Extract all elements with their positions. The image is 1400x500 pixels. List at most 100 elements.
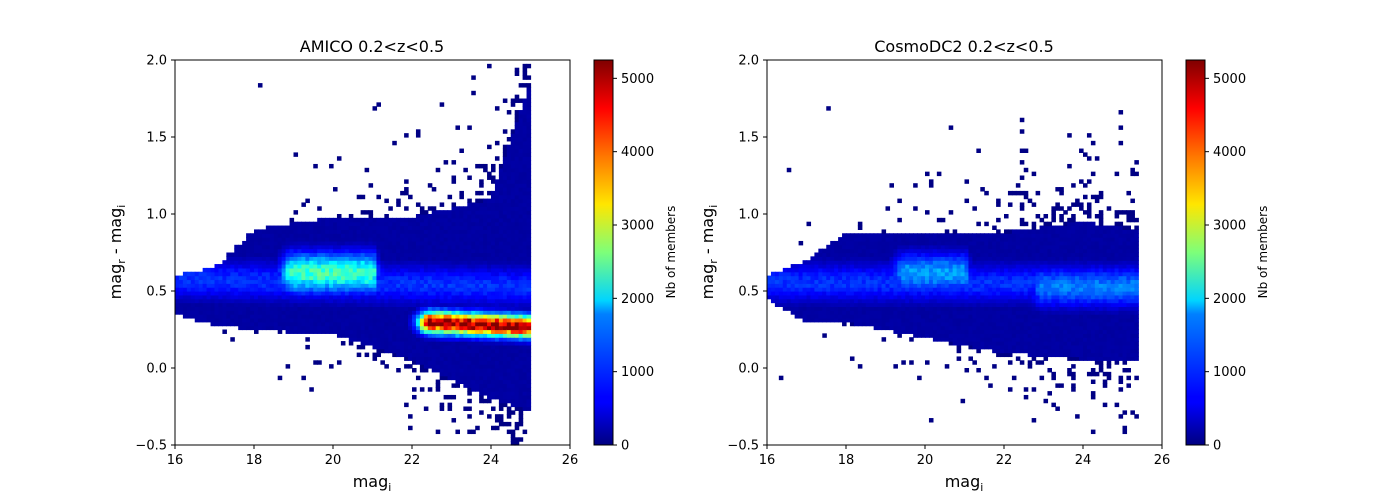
- heatmap-cell: [293, 321, 299, 327]
- heatmap-cell: [514, 356, 520, 361]
- heatmap-cell: [522, 279, 528, 284]
- heatmap-cell: [514, 94, 520, 100]
- heatmap-cell: [928, 298, 934, 304]
- heatmap-cell: [518, 148, 524, 153]
- heatmap-cell: [1004, 256, 1009, 261]
- heatmap-cell: [261, 314, 267, 319]
- heatmap-cell: [502, 394, 508, 400]
- heatmap-cell: [522, 148, 528, 153]
- heatmap-cell: [1004, 333, 1009, 338]
- heatmap-cell: [940, 248, 946, 254]
- heatmap-cell: [944, 302, 950, 307]
- heatmap-cell: [494, 244, 500, 250]
- heatmap-cell: [921, 237, 926, 242]
- heatmap-cell: [459, 364, 464, 369]
- heatmap-cell: [948, 314, 954, 319]
- heatmap-cell: [498, 310, 504, 315]
- heatmap-cell: [246, 291, 251, 296]
- heatmap-cell: [932, 275, 938, 281]
- heatmap-cell: [321, 329, 326, 334]
- heatmap-cell: [368, 337, 374, 342]
- heatmap-cell: [917, 291, 922, 296]
- heatmap-cell: [491, 217, 496, 223]
- heatmap-cell: [467, 260, 472, 265]
- heatmap-cell: [356, 229, 362, 234]
- heatmap-cell: [309, 248, 314, 254]
- heatmap-cell: [222, 260, 227, 265]
- heatmap-cell: [352, 248, 358, 254]
- heatmap-cell: [491, 229, 496, 234]
- heatmap-cell: [510, 214, 516, 219]
- heatmap-cell: [455, 375, 460, 381]
- heatmap-cell: [186, 283, 192, 288]
- heatmap-cell: [522, 237, 528, 242]
- heatmap-cell: [471, 317, 476, 323]
- heatmap-cell: [976, 348, 981, 354]
- heatmap-cell: [321, 229, 326, 234]
- heatmap-cell: [881, 314, 887, 319]
- heatmap-cell: [467, 302, 472, 307]
- heatmap-cell: [1004, 344, 1009, 350]
- heatmap-cell: [1007, 329, 1013, 334]
- heatmap-cell: [447, 194, 453, 200]
- heatmap-cell: [491, 267, 496, 273]
- heatmap-cell: [932, 329, 938, 334]
- heatmap-cell: [297, 248, 302, 254]
- heatmap-cell: [928, 256, 934, 261]
- y-axis: −0.50.00.51.01.52.0: [135, 54, 175, 454]
- heatmap-cell: [901, 283, 906, 288]
- heatmap-cell: [514, 387, 520, 392]
- heatmap-cell: [269, 321, 275, 327]
- heatmap-cell: [960, 291, 966, 296]
- heatmap-cell: [522, 291, 528, 296]
- heatmap-cell: [226, 298, 231, 304]
- heatmap-cell: [447, 364, 453, 369]
- heatmap-cell: [901, 317, 906, 323]
- heatmap-cell: [842, 310, 847, 315]
- heatmap-cell: [329, 252, 334, 257]
- heatmap-cell: [992, 291, 997, 296]
- heatmap-cell: [277, 260, 283, 265]
- heatmap-cell: [471, 341, 476, 346]
- heatmap-cell: [368, 325, 374, 331]
- heatmap-cell: [853, 256, 859, 261]
- heatmap-cell: [313, 298, 318, 304]
- heatmap-cell: [309, 294, 314, 300]
- heatmap-cell: [794, 314, 800, 319]
- heatmap-cell: [230, 283, 235, 288]
- heatmap-cell: [992, 337, 997, 342]
- heatmap-cell: [980, 310, 985, 315]
- heatmap-cell: [463, 210, 468, 215]
- heatmap-cell: [376, 317, 381, 323]
- heatmap-cell: [897, 283, 902, 288]
- heatmap-cell: [786, 279, 792, 284]
- heatmap-cell: [186, 314, 192, 319]
- heatmap-cell: [329, 321, 334, 327]
- heatmap-cell: [494, 337, 500, 342]
- heatmap-cell: [376, 325, 381, 331]
- heatmap-cell: [885, 302, 891, 307]
- heatmap-cell: [881, 229, 887, 234]
- heatmap-cell: [518, 179, 524, 184]
- heatmap-cell: [972, 302, 977, 307]
- heatmap-cell: [881, 298, 887, 304]
- heatmap-cell: [388, 267, 393, 273]
- heatmap-cell: [964, 329, 970, 334]
- heatmap-cell: [423, 260, 429, 265]
- heatmap-cell: [423, 275, 429, 281]
- heatmap-cell: [857, 294, 863, 300]
- heatmap-cell: [340, 233, 346, 238]
- heatmap-cell: [506, 187, 512, 192]
- heatmap-cell: [471, 244, 476, 250]
- heatmap-cell: [431, 214, 437, 219]
- heatmap-cell: [463, 221, 468, 227]
- heatmap-cell: [944, 279, 950, 284]
- heatmap-cell: [265, 248, 271, 254]
- heatmap-cell: [435, 387, 441, 392]
- heatmap-cell: [439, 248, 445, 254]
- heatmap-cell: [802, 306, 808, 311]
- heatmap-cell: [380, 217, 385, 223]
- heatmap-cell: [826, 317, 831, 323]
- heatmap-cell: [368, 217, 374, 223]
- heatmap-cell: [352, 302, 358, 307]
